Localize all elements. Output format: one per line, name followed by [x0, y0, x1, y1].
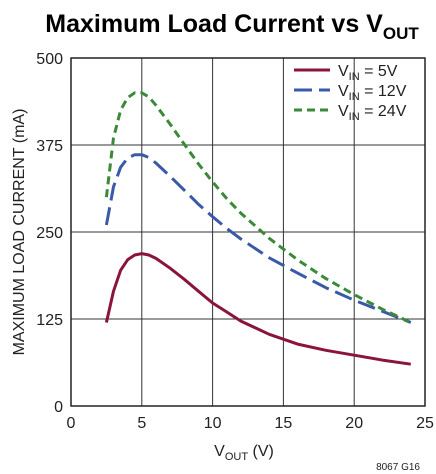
- y-tick-label-1: 125: [36, 312, 63, 329]
- x-tick-label-1: 5: [137, 415, 146, 432]
- y-axis-label: MAXIMUM LOAD CURRENT (mA): [11, 109, 28, 356]
- y-tick-label-3: 375: [36, 138, 63, 155]
- x-tick-label-0: 0: [67, 415, 76, 432]
- y-tick-label-4: 500: [36, 51, 63, 68]
- figure-code: 8067 G16: [376, 462, 420, 473]
- y-tick-label-2: 250: [36, 225, 63, 242]
- legend-label-2: VIN = 24V: [338, 103, 407, 123]
- x-tick-label-5: 25: [416, 415, 434, 432]
- x-axis-label: VOUT (V): [214, 443, 274, 463]
- plot-frame: [70, 57, 426, 407]
- series-line-1: [104, 153, 412, 324]
- series-layer: [104, 91, 412, 366]
- x-tick-label-4: 20: [345, 415, 363, 432]
- legend-label-1: VIN = 12V: [338, 83, 407, 103]
- x-tick-label-2: 10: [204, 415, 222, 432]
- x-tick-label-3: 15: [275, 415, 293, 432]
- legend-label-0: VIN = 5V: [338, 63, 398, 83]
- grid: [71, 58, 425, 406]
- series-line-0: [104, 252, 412, 366]
- series-line-2: [104, 91, 412, 324]
- y-tick-label-0: 0: [54, 399, 63, 416]
- chart-title: Maximum Load Current vs VOUT: [45, 10, 419, 43]
